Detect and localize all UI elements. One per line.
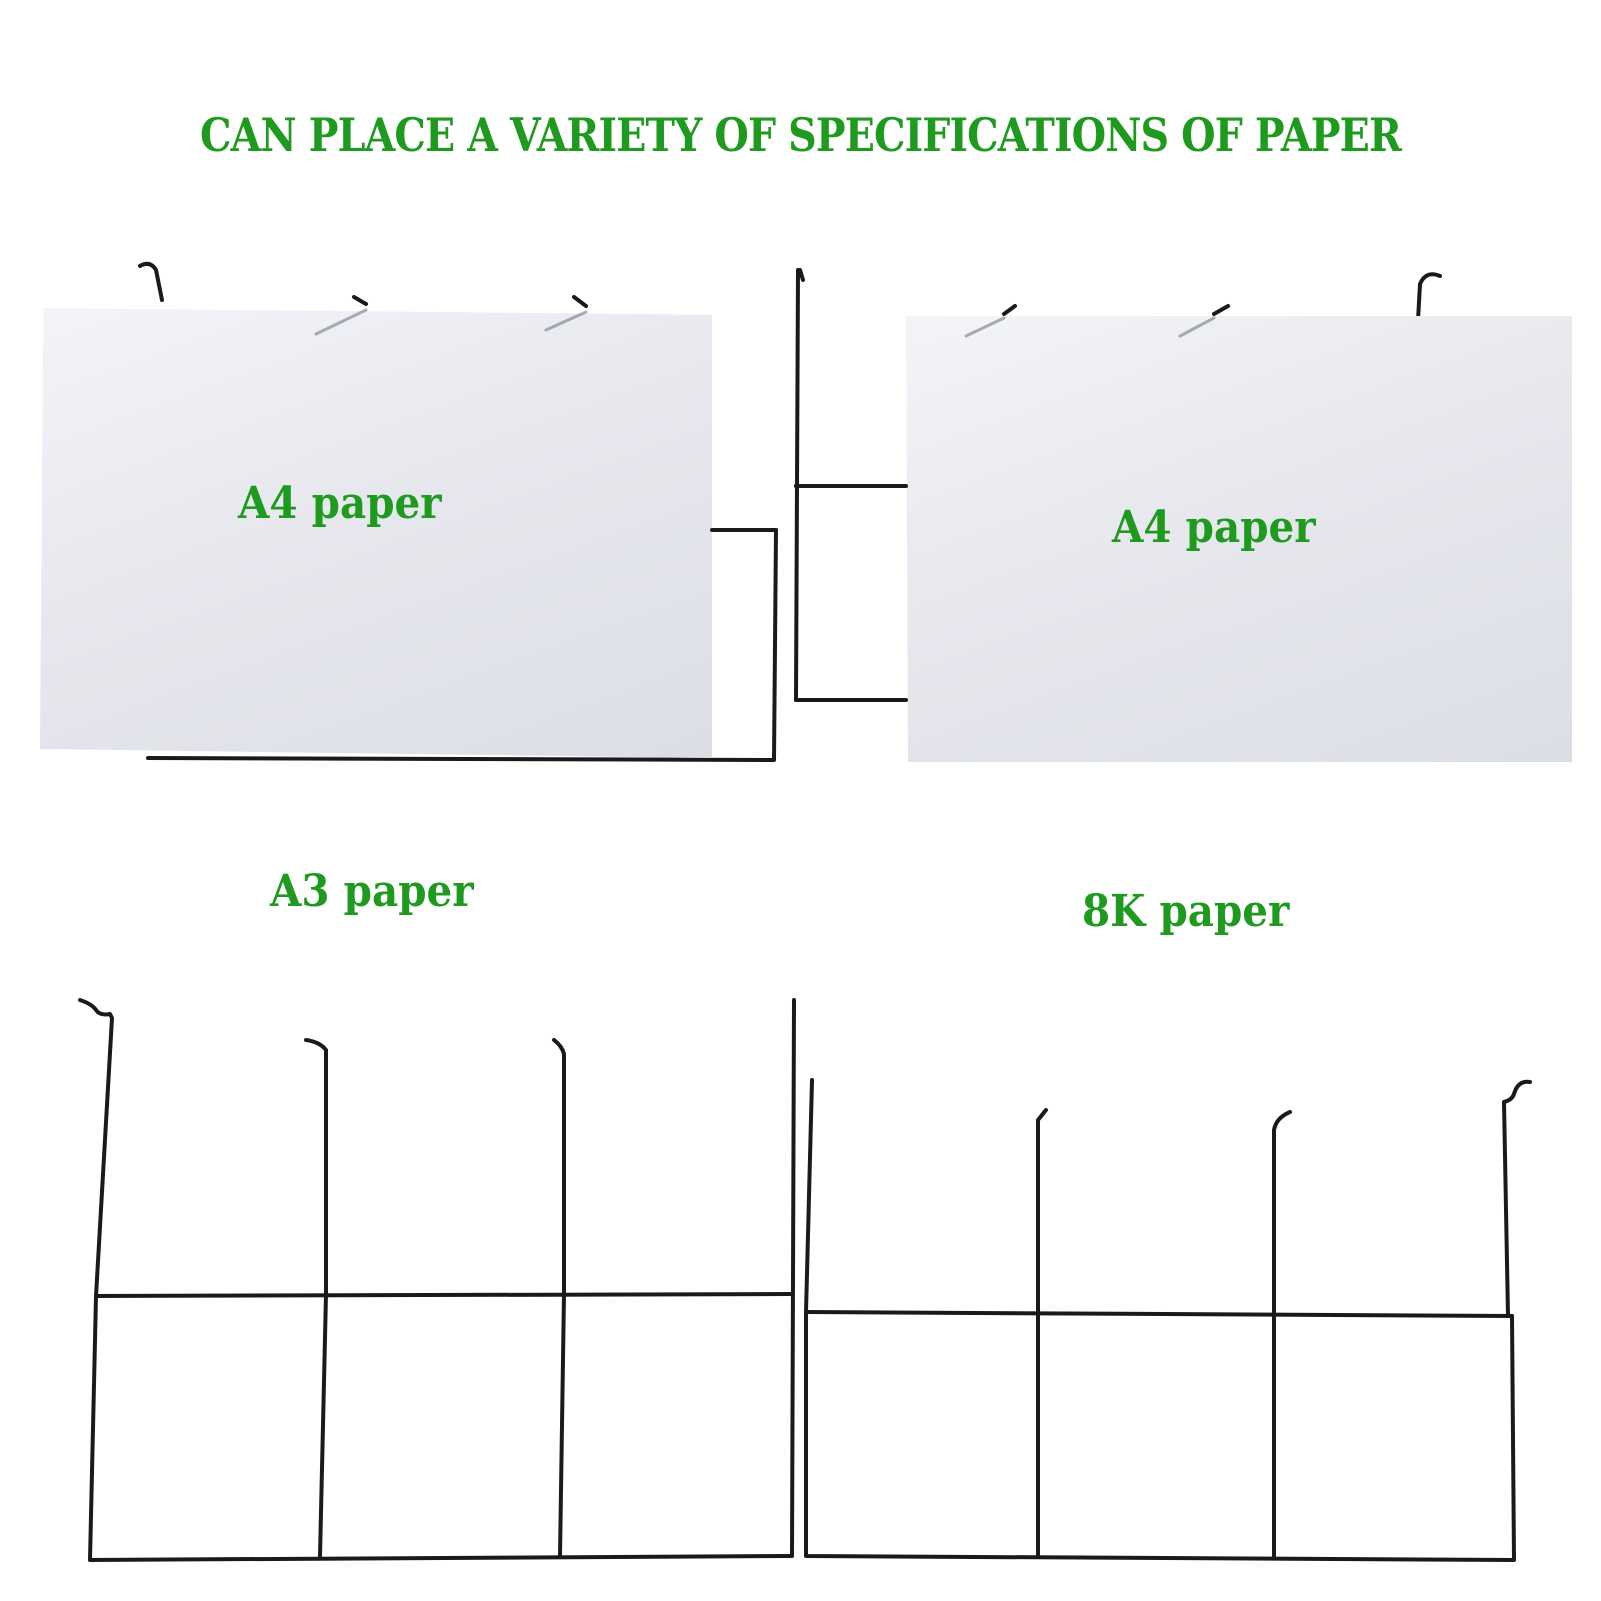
a3-label: A3 paper [270, 866, 474, 917]
a4-paper-sheet-right [906, 316, 1572, 762]
k8-label: 8K paper [1082, 886, 1290, 937]
a3-wire-frame [78, 998, 796, 1562]
k8-wire-frame [804, 1078, 1532, 1562]
page-heading: CAN PLACE A VARIETY OF SPECIFICATIONS OF… [200, 108, 1402, 162]
a4-right-label: A4 paper [1112, 502, 1316, 553]
a4-left-label: A4 paper [238, 478, 442, 529]
top-right-wire-frame [1002, 272, 1442, 322]
a4-paper-sheet-left [40, 308, 712, 758]
